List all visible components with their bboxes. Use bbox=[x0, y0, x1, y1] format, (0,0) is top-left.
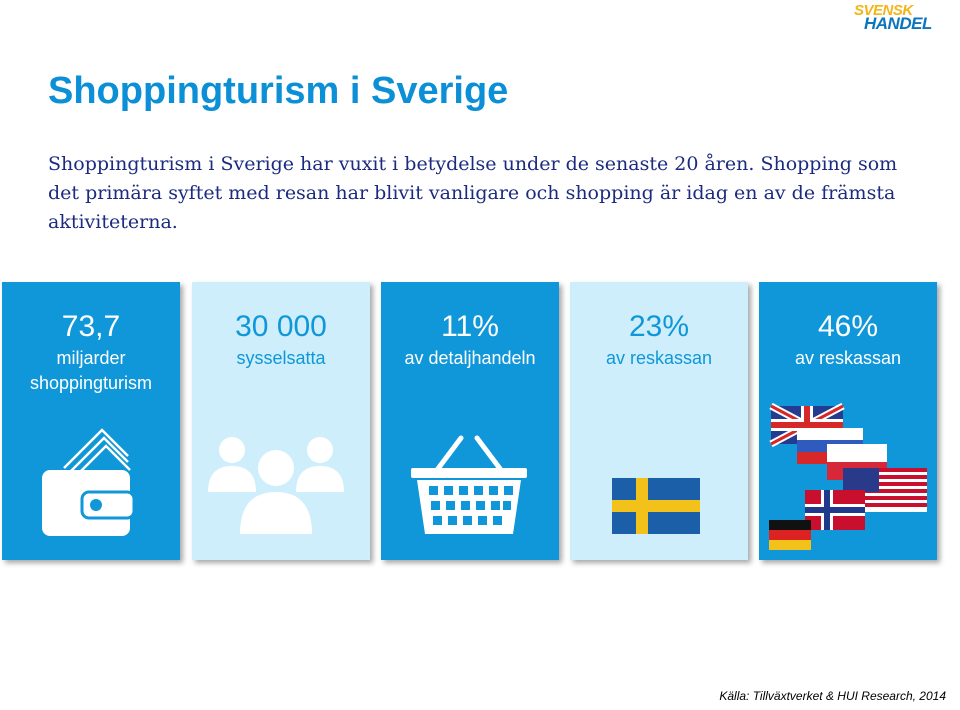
stat-cards: 73,7 miljarder shoppingturism 30 000 sys… bbox=[0, 282, 960, 562]
stat-value: 23% bbox=[628, 310, 690, 343]
stat-card-reskassan-sverige: 23% av reskassan bbox=[570, 282, 748, 560]
shopping-basket-icon bbox=[411, 435, 527, 534]
stat-label: av reskassan bbox=[794, 348, 902, 368]
stat-value: 11% bbox=[441, 310, 499, 343]
stat-card-sysselsatta: 30 000 sysselsatta bbox=[192, 282, 370, 560]
intro-paragraph: Shoppingturism i Sverige har vuxit i bet… bbox=[48, 153, 898, 233]
stat-value: 46% bbox=[817, 310, 879, 343]
stat-label: miljarder shoppingturism bbox=[29, 348, 153, 393]
foreign-flags-icon bbox=[769, 402, 927, 550]
stat-card-shoppingturism: 73,7 miljarder shoppingturism bbox=[2, 282, 180, 560]
stat-card-reskassan-utland: 46% av reskassan bbox=[759, 282, 937, 560]
svensk-handel-logo: SVENSK HANDEL bbox=[846, 2, 956, 33]
german-flag-icon bbox=[769, 520, 811, 550]
stat-value: 30 000 bbox=[235, 310, 327, 343]
norwegian-flag-icon bbox=[805, 490, 865, 530]
stat-label: av reskassan bbox=[605, 348, 713, 368]
us-flag-icon bbox=[843, 468, 927, 512]
people-icon bbox=[208, 437, 344, 534]
stat-card-detaljhandeln: 11% av detaljhandeln bbox=[381, 282, 559, 560]
swedish-flag-icon bbox=[612, 478, 700, 534]
page-title: Shoppingturism i Sverige bbox=[48, 70, 509, 112]
stat-label: av detaljhandeln bbox=[404, 348, 536, 368]
wallet-icon bbox=[42, 428, 136, 536]
stat-value: 73,7 bbox=[61, 310, 121, 343]
source-credit: Källa: Tillväxtverket & HUI Research, 20… bbox=[719, 689, 946, 703]
stat-label: sysselsatta bbox=[236, 348, 326, 368]
logo-line-2: HANDEL bbox=[864, 14, 932, 33]
logo-line-1: SVENSK bbox=[854, 2, 913, 19]
